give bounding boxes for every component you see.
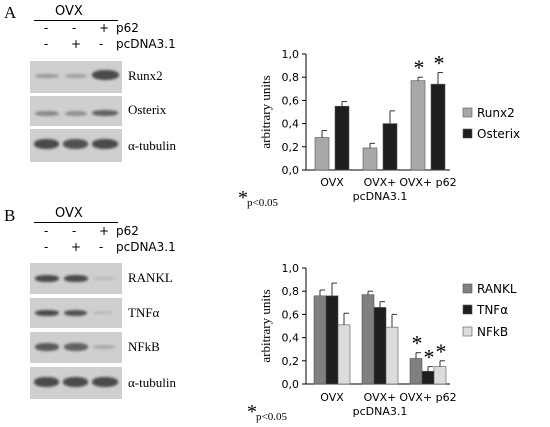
blot-nfkb bbox=[30, 332, 122, 363]
significance-text-a: p<0.05 bbox=[247, 197, 278, 209]
blot-label-nfkb: NFkB bbox=[128, 339, 160, 354]
significance-star: * bbox=[424, 345, 435, 370]
sign-b-pcdna-3: - bbox=[99, 240, 104, 254]
bar-runx2 bbox=[410, 80, 426, 171]
condition-label-b-pcdna: pcDNA3.1 bbox=[116, 240, 176, 254]
category-label: OVX+ p62 bbox=[399, 391, 456, 404]
y-axis-label: arbitrary units bbox=[258, 75, 273, 148]
y-tick-label: 0,8 bbox=[282, 71, 300, 84]
blot-tubulin-a bbox=[30, 129, 122, 162]
condition-label-b-p62: p62 bbox=[116, 224, 139, 238]
legend-swatch-nfkb bbox=[462, 326, 473, 337]
y-tick-label: 0,2 bbox=[282, 141, 300, 154]
bar-tnfα bbox=[373, 307, 387, 385]
y-tick-label: 0,4 bbox=[282, 118, 300, 131]
sign-a-pcdna-2: + bbox=[71, 37, 82, 51]
legend-swatch-osterix bbox=[462, 128, 473, 139]
significance-star: * bbox=[434, 51, 445, 76]
blot-label-tnfa: TNFα bbox=[128, 305, 160, 320]
y-tick-label: 0,6 bbox=[282, 308, 300, 321]
chart-b: 0,0 0,2 0,4 0,6 0,8 1,0 arbitrary units OVX OVX+… bbox=[258, 262, 517, 418]
y-tick-label: 0,4 bbox=[282, 332, 300, 345]
legend-label: Osterix bbox=[477, 127, 520, 141]
blot-rankl bbox=[30, 263, 122, 294]
panel-letter-a: A bbox=[4, 3, 17, 22]
blot-label-osterix: Osterix bbox=[128, 102, 167, 117]
blot-label-runx2: Runx2 bbox=[128, 68, 163, 83]
group-label-a: OVX bbox=[55, 4, 83, 19]
condition-label-a-pcdna: pcDNA3.1 bbox=[116, 37, 176, 51]
legend-label: NFkB bbox=[477, 325, 508, 339]
significance-star: * bbox=[436, 339, 447, 364]
sign-b-p62-3: + bbox=[99, 224, 110, 238]
blot-label-rankl: RANKL bbox=[128, 270, 173, 285]
y-tick-label: 0,0 bbox=[282, 164, 300, 177]
y-tick-label: 0,8 bbox=[282, 285, 300, 298]
category-label: OVX+ p62 bbox=[399, 176, 456, 189]
y-tick-label: 0,6 bbox=[282, 94, 300, 107]
blot-label-tubulin-a: α-tubulin bbox=[128, 138, 176, 153]
y-tick-label: 1,0 bbox=[282, 262, 300, 275]
sign-a-p62-3: + bbox=[99, 21, 110, 35]
blot-runx2 bbox=[30, 61, 122, 93]
category-label: pcDNA3.1 bbox=[353, 190, 408, 203]
bar-rankl bbox=[409, 358, 423, 385]
blot-osterix bbox=[30, 96, 122, 126]
category-label: pcDNA3.1 bbox=[353, 405, 408, 418]
group-underline-a bbox=[34, 20, 118, 21]
sign-a-pcdna-1: - bbox=[44, 37, 49, 51]
bar-rankl bbox=[361, 294, 375, 385]
bar-rankl bbox=[313, 295, 327, 385]
legend-label: TNFα bbox=[476, 303, 508, 317]
legend-swatch-rankl bbox=[462, 283, 473, 294]
blot-label-tubulin-b: α-tubulin bbox=[128, 375, 176, 390]
bar-osterix bbox=[430, 83, 446, 171]
legend-swatch-runx2 bbox=[462, 107, 473, 118]
y-axis-label: arbitrary units bbox=[258, 289, 273, 362]
legend-label: RANKL bbox=[477, 282, 517, 296]
bar-osterix bbox=[382, 123, 398, 171]
significance-star: * bbox=[412, 331, 423, 356]
significance-star: * bbox=[414, 55, 425, 80]
y-tick-label: 1,0 bbox=[282, 48, 300, 61]
bar-runx2 bbox=[362, 147, 378, 171]
sign-a-p62-1: - bbox=[44, 21, 49, 35]
blot-tnfa bbox=[30, 298, 122, 328]
bar-tnfα bbox=[421, 370, 435, 385]
chart-a: 0,0 0,2 0,4 0,6 0,8 1,0 arbitrary units OVX OVX+… bbox=[258, 48, 520, 203]
bar-nfkb bbox=[433, 366, 447, 385]
y-tick-label: 0,2 bbox=[282, 355, 300, 368]
significance-star-b: * bbox=[247, 401, 257, 423]
sign-b-pcdna-2: + bbox=[71, 240, 82, 254]
blot-tubulin-b bbox=[30, 367, 122, 399]
bar-tnfα bbox=[325, 295, 339, 385]
bar-nfkb bbox=[337, 324, 351, 385]
significance-star-a: * bbox=[238, 187, 248, 209]
category-label: OVX+ bbox=[364, 391, 397, 404]
condition-label-a-p62: p62 bbox=[116, 21, 139, 35]
sign-a-p62-2: - bbox=[72, 21, 77, 35]
bar-osterix bbox=[334, 105, 350, 171]
category-label: OVX bbox=[320, 391, 344, 404]
sign-a-pcdna-3: - bbox=[99, 37, 104, 51]
legend-label: Runx2 bbox=[477, 106, 515, 120]
panel-letter-b: B bbox=[4, 206, 16, 225]
sign-b-p62-1: - bbox=[44, 224, 49, 238]
category-label: OVX+ bbox=[364, 176, 397, 189]
bar-nfkb bbox=[385, 326, 399, 385]
legend-swatch-tnfα bbox=[462, 304, 473, 315]
significance-text-b: p<0.05 bbox=[256, 411, 287, 423]
group-label-b: OVX bbox=[55, 206, 83, 221]
sign-b-pcdna-1: - bbox=[44, 240, 49, 254]
category-label: OVX bbox=[320, 176, 344, 189]
group-underline-b bbox=[34, 222, 118, 223]
sign-b-p62-2: - bbox=[72, 224, 77, 238]
bar-runx2 bbox=[314, 137, 330, 171]
y-tick-label: 0,0 bbox=[282, 378, 300, 391]
